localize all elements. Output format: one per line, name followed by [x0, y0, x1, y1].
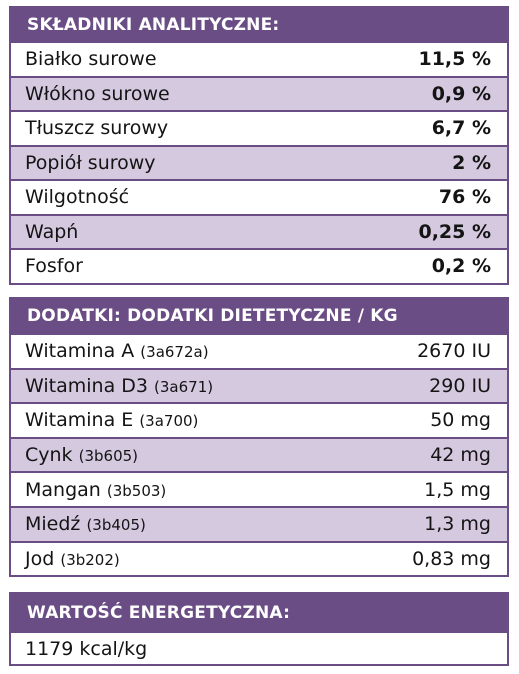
- additives-table: DODATKI: DODATKI DIETETYCZNE / KG Witami…: [9, 297, 509, 578]
- row-label: Popiół surowy: [25, 151, 156, 174]
- row-label: Mangan: [25, 478, 101, 501]
- row-label-group: Miedź (3b405): [25, 513, 146, 535]
- analytical-constituents-table: SKŁADNIKI ANALITYCZNE: Białko surowe 11,…: [9, 6, 509, 285]
- row-value: 11,5 %: [418, 48, 491, 71]
- row-label: Witamina D3: [25, 374, 148, 397]
- table-row: Popiół surowy 2 %: [11, 144, 507, 179]
- additive-code: (3a700): [139, 412, 199, 431]
- row-label: Witamina A: [25, 340, 135, 363]
- table-row: Włókno surowe 0,9 %: [11, 75, 507, 110]
- row-value: 50 mg: [430, 409, 491, 432]
- row-value: 76 %: [438, 186, 491, 209]
- row-value: 0,83 mg: [412, 547, 491, 570]
- analytical-constituents-header: SKŁADNIKI ANALITYCZNE:: [11, 8, 507, 41]
- row-value: 6,7 %: [431, 117, 491, 140]
- row-label: Cynk: [25, 444, 73, 467]
- row-label-group: Jod (3b202): [25, 548, 120, 570]
- table-row: Witamina E (3a700) 50 mg: [11, 402, 507, 437]
- row-value: 0,2 %: [431, 255, 491, 278]
- energy-value: 1179 kcal/kg: [25, 637, 148, 660]
- table-row: Wilgotność 76 %: [11, 179, 507, 214]
- row-value: 1,3 mg: [424, 513, 491, 536]
- additive-code: (3b605): [78, 447, 139, 466]
- row-label-group: Witamina A (3a672a): [25, 340, 209, 362]
- table-row: Jod (3b202) 0,83 mg: [11, 540, 507, 576]
- row-label: Fosfor: [25, 255, 83, 278]
- row-label: Wilgotność: [25, 186, 130, 209]
- additive-code: (3b503): [106, 481, 167, 500]
- table-row: Tłuszcz surowy 6,7 %: [11, 110, 507, 145]
- energy-value-header: WARTOŚĆ ENERGETYCZNA:: [11, 594, 507, 631]
- table-row: Białko surowe 11,5 %: [11, 41, 507, 76]
- row-value: 0,9 %: [431, 82, 491, 105]
- row-label-group: Mangan (3b503): [25, 479, 166, 501]
- table-row: Mangan (3b503) 1,5 mg: [11, 471, 507, 506]
- row-label-group: Cynk (3b605): [25, 444, 138, 466]
- row-value: 0,25 %: [418, 220, 491, 243]
- row-value: 2670 IU: [417, 340, 491, 363]
- table-row: Fosfor 0,2 %: [11, 248, 507, 283]
- table-row: Witamina A (3a672a) 2670 IU: [11, 333, 507, 368]
- energy-value-row: 1179 kcal/kg: [11, 631, 507, 664]
- row-label: Wapń: [25, 220, 79, 243]
- additive-code: (3b405): [86, 516, 146, 535]
- row-label: Witamina E: [25, 409, 134, 432]
- row-label-group: Witamina E (3a700): [25, 409, 198, 431]
- energy-value-table: WARTOŚĆ ENERGETYCZNA: 1179 kcal/kg: [9, 592, 509, 666]
- row-value: 2 %: [452, 151, 491, 174]
- row-label-group: Witamina D3 (3a671): [25, 375, 213, 397]
- table-row: Witamina D3 (3a671) 290 IU: [11, 367, 507, 403]
- row-value: 1,5 mg: [424, 478, 491, 501]
- table-row: Cynk (3b605) 42 mg: [11, 436, 507, 472]
- row-label: Tłuszcz surowy: [25, 117, 169, 140]
- additive-code: (3a672a): [140, 343, 209, 362]
- row-label: Białko surowe: [25, 48, 157, 71]
- row-value: 42 mg: [430, 444, 491, 467]
- row-value: 290 IU: [429, 374, 491, 397]
- table-row: Wapń 0,25 %: [11, 213, 507, 248]
- row-label: Miedź: [25, 513, 81, 536]
- additive-code: (3a671): [154, 377, 214, 396]
- additive-code: (3b202): [60, 550, 120, 569]
- additives-header: DODATKI: DODATKI DIETETYCZNE / KG: [11, 299, 507, 333]
- row-label: Włókno surowe: [25, 82, 170, 105]
- row-label: Jod: [25, 547, 55, 570]
- table-row: Miedź (3b405) 1,3 mg: [11, 505, 507, 541]
